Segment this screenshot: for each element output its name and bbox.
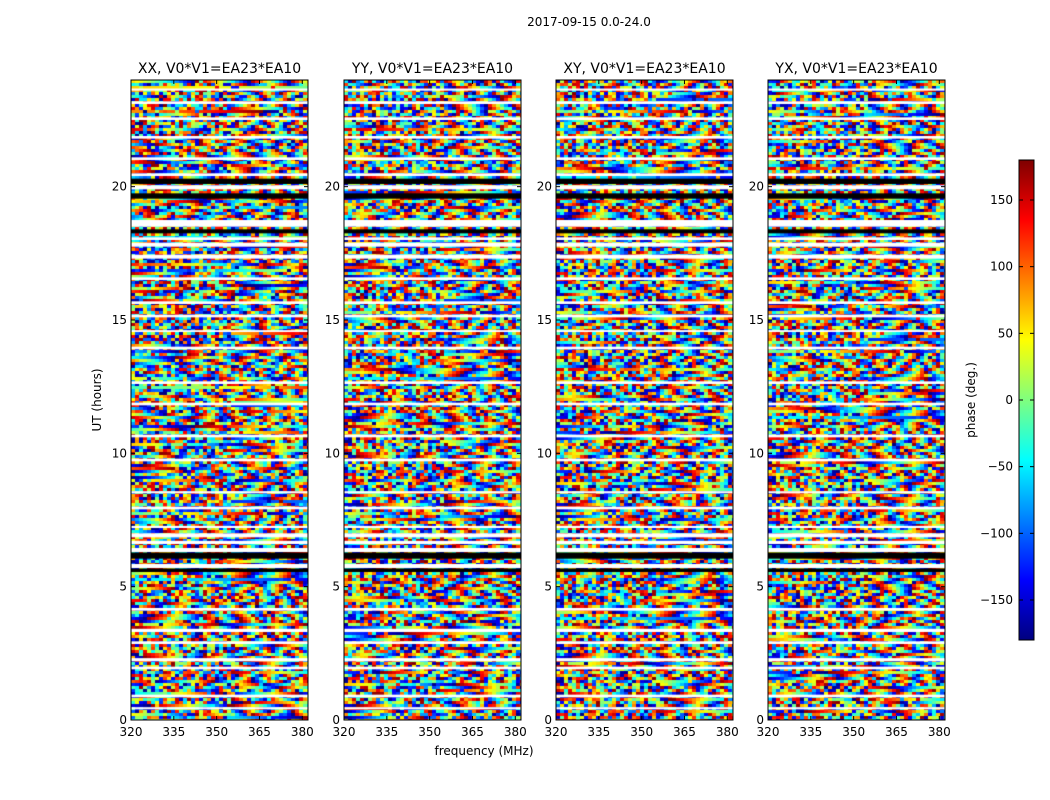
panels-group: XX, V0*V1=EA23*EA10 320 335 350 365 380 0 5 10 15…: [112, 61, 951, 739]
x-tick-label: 320: [545, 725, 568, 739]
y-tick-label: 15: [749, 313, 764, 327]
colorbar-tick-label: 150: [990, 193, 1013, 207]
y-tick-label: 10: [749, 446, 764, 460]
panel-3-frame: [555, 79, 734, 721]
panel-4-heatmap: [768, 80, 945, 720]
x-tick-label: 320: [120, 725, 143, 739]
x-tick-label: 380: [928, 725, 951, 739]
panel-1: XX, V0*V1=EA23*EA10 320 335 350 365 380 0 5 10 15…: [112, 61, 314, 739]
x-tick-label: 380: [716, 725, 739, 739]
x-axis-label: frequency (MHz): [434, 744, 533, 758]
x-tick-label: 365: [885, 725, 908, 739]
colorbar-tick-label: −150: [980, 593, 1013, 607]
colorbar-tick-label: 0: [1005, 393, 1013, 407]
y-axis-label: UT (hours): [90, 368, 104, 431]
y-tick-label: 0: [756, 713, 764, 727]
x-tick-label: 320: [333, 725, 356, 739]
x-tick-label: 350: [842, 725, 865, 739]
y-tick-label: 5: [544, 580, 552, 594]
x-tick-label: 335: [587, 725, 610, 739]
y-tick-label: 15: [112, 313, 127, 327]
y-tick-label: 20: [325, 180, 340, 194]
colorbar-tick-label: 100: [990, 260, 1013, 274]
x-tick-label: 365: [248, 725, 271, 739]
figure-suptitle: 2017-09-15 0.0-24.0: [527, 15, 651, 29]
y-tick-label: 0: [544, 713, 552, 727]
panel-1-heatmap: [131, 80, 308, 720]
x-tick-label: 365: [673, 725, 696, 739]
colorbar-tick-label: 50: [998, 326, 1013, 340]
panel-title: YY, V0*V1=EA23*EA10: [351, 61, 513, 77]
panel-title: XX, V0*V1=EA23*EA10: [138, 61, 301, 77]
panel-title: YX, V0*V1=EA23*EA10: [774, 61, 937, 77]
x-tick-label: 350: [630, 725, 653, 739]
panel-3: XY, V0*V1=EA23*EA10 320 335 350 365 380 0 5 10 15…: [537, 61, 739, 739]
y-tick-label: 5: [756, 580, 764, 594]
colorbar-label: phase (deg.): [964, 362, 978, 438]
x-tick-label: 335: [799, 725, 822, 739]
panel-title: XY, V0*V1=EA23*EA10: [563, 61, 725, 77]
y-tick-label: 0: [332, 713, 340, 727]
y-tick-label: 20: [112, 180, 127, 194]
x-tick-label: 350: [418, 725, 441, 739]
panel-4-frame: [767, 79, 946, 721]
y-tick-label: 10: [112, 446, 127, 460]
y-tick-label: 10: [325, 446, 340, 460]
y-tick-label: 5: [332, 580, 340, 594]
panel-2-frame: [343, 79, 522, 721]
y-tick-label: 20: [749, 180, 764, 194]
x-tick-label: 350: [205, 725, 228, 739]
panel-2-heatmap: [344, 80, 521, 720]
y-tick-label: 10: [537, 446, 552, 460]
panel-4: YX, V0*V1=EA23*EA10 320 335 350 365 380 0 5 10 15…: [749, 61, 951, 739]
x-tick-label: 380: [291, 725, 314, 739]
x-tick-label: 335: [162, 725, 185, 739]
colorbar: 150 100 50 0 −50 −100 −150: [980, 159, 1035, 641]
colorbar-tick-label: −100: [980, 526, 1013, 540]
x-tick-label: 365: [461, 725, 484, 739]
colorbar-tick-label: −50: [988, 460, 1013, 474]
y-tick-label: 5: [119, 580, 127, 594]
x-tick-label: 380: [504, 725, 527, 739]
x-tick-label: 335: [375, 725, 398, 739]
x-tick-label: 320: [757, 725, 780, 739]
y-tick-label: 0: [119, 713, 127, 727]
y-tick-label: 20: [537, 180, 552, 194]
panel-2: YY, V0*V1=EA23*EA10 320 335 350 365 380 0 5 10 15…: [325, 61, 527, 739]
panel-3-heatmap: [556, 80, 733, 720]
y-tick-label: 15: [537, 313, 552, 327]
panel-1-frame: [130, 79, 309, 721]
y-tick-label: 15: [325, 313, 340, 327]
